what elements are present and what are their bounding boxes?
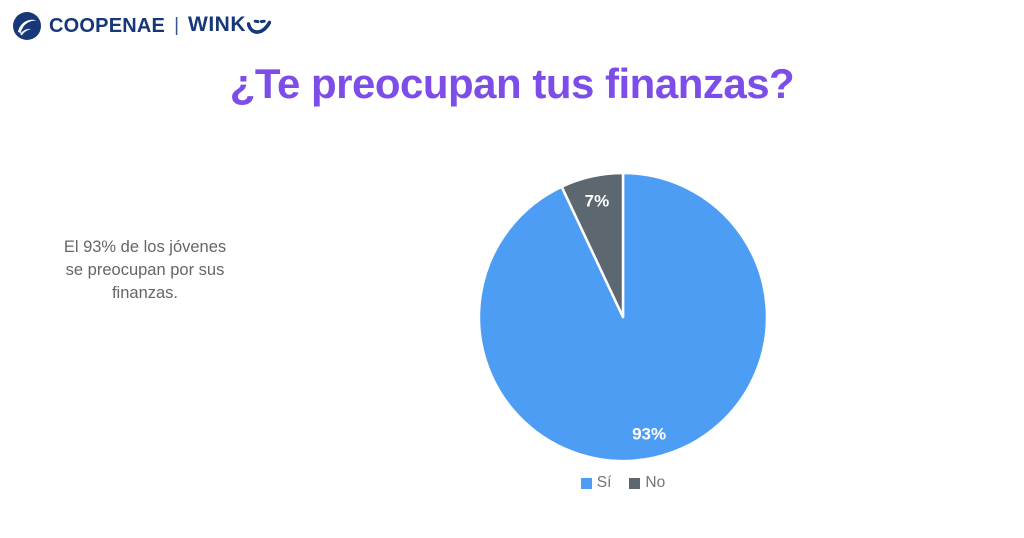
product-name: WINK [188,13,247,36]
legend-item: Sí [580,474,612,492]
brand-name: COOPENAE [49,14,166,37]
wink-smiley-icon [247,13,272,39]
legend-item: No [629,474,665,492]
insight-line: El 93% de los jóvenes [63,238,227,256]
insight-line: se preocupan por sus [65,261,225,279]
legend-label: Sí [596,474,612,491]
legend-label: No [645,474,666,491]
pie-slice-label: 93% [632,425,666,444]
chart-legend: Sí No [458,474,788,492]
insight-text: El 93% de los jóvenes se preocupan por s… [28,236,262,305]
logo-separator: | [174,15,180,36]
page-title: ¿Te preocupan tus finanzas? [229,60,795,107]
insight-line: finanzas. [111,284,179,302]
legend-swatch [580,477,592,489]
pie-chart: 93% 7% [477,171,769,463]
brand-logo: COOPENAE | WINK [12,10,272,42]
pie-slice-label: 7% [585,191,610,210]
pie-slice-no [560,171,625,319]
legend-swatch [629,477,641,489]
pie-chart-container: 93% 7% [458,152,788,482]
coopenae-emblem-icon [12,11,42,41]
